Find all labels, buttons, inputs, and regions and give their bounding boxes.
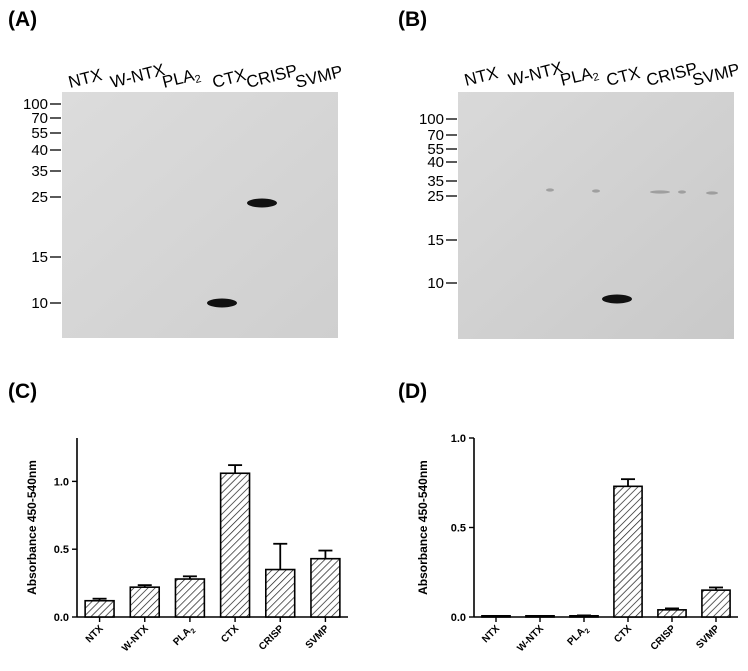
y-tick-label: 0.0 [54,612,69,624]
blot-background-speck [678,190,686,194]
blot-marker-label: 25 [31,189,48,206]
blot-marker-label: 100 [419,111,444,128]
y-tick-label: 0.5 [451,523,466,535]
x-tick-label: NTX [84,623,106,645]
blot-marker-label: 100 [23,96,48,113]
blot-lane-label: PLA2 [558,62,600,92]
blot-lane-label: CTX [604,63,642,90]
panel-label-d: (D) [398,380,428,403]
blot-marker-label: 10 [31,295,48,312]
x-tick-label: NTX [480,623,502,645]
blot-background-speck [650,190,670,194]
x-tick-label: PLA2 [171,623,197,649]
bar-w-ntx [129,586,161,618]
blot-background-speck [546,188,554,192]
y-axis-label: Absorbance 450-540nm [25,460,39,595]
x-tick-label: CTX [612,623,634,645]
bar-pla2 [174,578,206,618]
blot-marker-label: 40 [427,154,444,171]
x-tick-label: CRISP [257,623,287,653]
blot-marker-label: 40 [31,142,48,159]
y-axis-label: Absorbance 450-540nm [416,460,430,595]
blot-lane-label: W-NTX [506,58,564,90]
blot-marker-label: 15 [427,232,444,249]
x-tick-label: CTX [219,623,241,645]
x-tick-label: SVMP [304,623,332,651]
panel-label-c: (C) [8,380,38,403]
blot-membrane-b [458,92,734,339]
blot-band-crisp [247,198,277,208]
panel-label-b: (B) [398,8,428,31]
blot-lane-label: CTX [210,65,248,92]
bar-crisp [657,609,687,618]
blot-marker-label: 25 [427,188,444,205]
x-tick-label: CRISP [649,623,679,653]
bar-svmp [701,589,731,618]
y-tick-label: 1.0 [451,433,466,445]
panel-label-a: (A) [8,8,38,31]
blot-marker-label: 55 [31,125,48,142]
blot-lane-label: SVMP [690,60,741,90]
blot-membrane-a [62,92,338,338]
blot-lane-label: CRISP [244,61,299,92]
blot-marker-label: 55 [427,141,444,158]
blot-lane-label: PLA2 [160,64,202,94]
blot-marker-label: 70 [427,127,444,144]
blot-marker-label: 35 [31,163,48,180]
blot-band-ctx [602,294,632,304]
y-tick-label: 0.0 [451,612,466,624]
blot-marker-label: 70 [31,110,48,127]
blot-lane-label: NTX [66,65,104,92]
blot-lane-label: NTX [462,63,500,90]
x-tick-label: W-NTX [515,623,546,654]
bar-ctx [219,472,251,618]
x-tick-label: W-NTX [120,623,151,654]
blot-background-speck [592,189,600,193]
x-tick-label: PLA2 [565,623,591,649]
bar-ntx [84,599,115,618]
blot-marker-label: 10 [427,275,444,292]
blot-lane-label: W-NTX [108,60,166,92]
blot-marker-label: 15 [31,249,48,266]
y-tick-label: 1.0 [54,476,69,488]
y-tick-label: 0.5 [54,544,69,556]
bar-svmp [310,557,341,618]
bar-ctx [613,485,643,618]
blot-marker-label: 35 [427,173,444,190]
x-tick-label: SVMP [694,623,722,651]
blot-lane-label: SVMP [293,62,344,92]
blot-background-speck [706,191,718,195]
bar-crisp [264,568,296,618]
blot-band-ctx [207,298,237,308]
